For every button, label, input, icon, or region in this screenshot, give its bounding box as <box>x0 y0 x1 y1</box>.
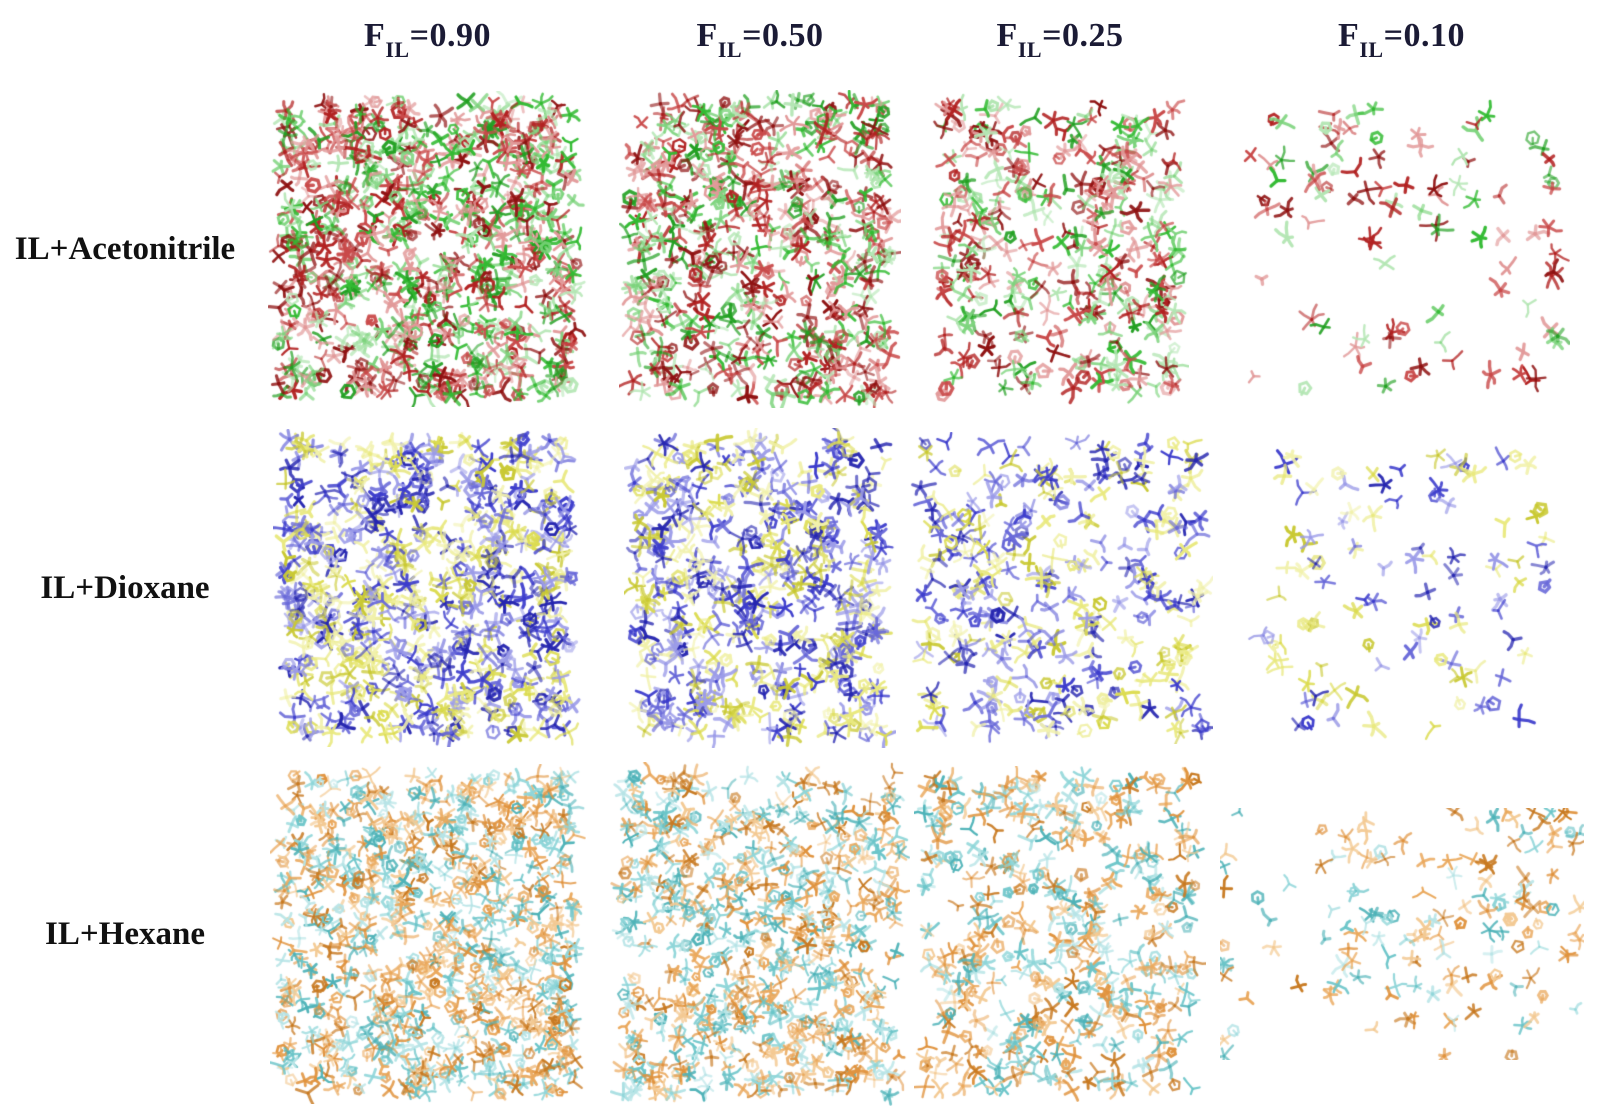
snapshot-il-dioxane-fil-050 <box>624 428 896 748</box>
snapshot-il-hexane-fil-010 <box>1219 808 1584 1060</box>
panel-cell <box>250 91 605 407</box>
panel-cell <box>1205 808 1598 1060</box>
panel-cell <box>907 432 1213 744</box>
panel-cell <box>915 93 1205 405</box>
snapshot-il-acetonitrile-fil-025 <box>931 93 1189 405</box>
column-header-fil-050: FIL=0.50 <box>605 16 915 63</box>
column-header-fil-090: FIL=0.90 <box>250 16 605 63</box>
panel-cell <box>605 90 915 408</box>
panel-cell <box>914 766 1206 1102</box>
fil-symbol: F <box>996 16 1018 54</box>
panel-cell <box>1205 96 1598 402</box>
snapshot-il-hexane-fil-050 <box>610 762 910 1106</box>
fil-symbol: F <box>1338 16 1360 54</box>
fil-subscript: IL <box>1359 37 1384 63</box>
fil-value: =0.10 <box>1383 16 1465 54</box>
snapshot-il-dioxane-fil-025 <box>907 432 1213 744</box>
panel-cell <box>1205 435 1598 741</box>
fil-subscript: IL <box>1017 37 1043 63</box>
row-label-il-hexane: IL+Hexane <box>45 915 205 952</box>
fil-symbol: F <box>696 16 718 54</box>
fil-value: =0.25 <box>1042 16 1124 54</box>
panel-cell <box>250 764 605 1104</box>
snapshot-il-acetonitrile-fil-050 <box>619 90 901 408</box>
snapshot-il-acetonitrile-fil-090 <box>267 91 588 407</box>
row-label-il-acetonitrile: IL+Acetonitrile <box>14 230 236 267</box>
column-header-fil-010: FIL=0.10 <box>1205 16 1598 63</box>
fil-value: =0.50 <box>742 16 824 54</box>
column-header-fil-025: FIL=0.25 <box>915 16 1205 63</box>
fil-value: =0.90 <box>409 16 491 54</box>
snapshot-il-dioxane-fil-090 <box>272 429 583 747</box>
fil-symbol: F <box>364 16 386 54</box>
fil-subscript: IL <box>717 37 743 63</box>
panel-cell <box>250 429 605 747</box>
row-label-il-dioxane: IL+Dioxane <box>40 569 210 606</box>
panel-cell <box>605 762 915 1106</box>
row-il-dioxane: IL+Dioxane <box>0 422 1598 754</box>
snapshot-il-acetonitrile-fil-010 <box>1233 96 1570 402</box>
snapshot-il-dioxane-fil-010 <box>1245 435 1558 741</box>
fil-subscript: IL <box>385 37 410 63</box>
snapshot-il-hexane-fil-090 <box>269 764 586 1104</box>
row-il-hexane: IL+Hexane <box>0 754 1598 1114</box>
snapshot-il-hexane-fil-025 <box>914 766 1206 1102</box>
row-il-acetonitrile: IL+Acetonitrile <box>0 76 1598 422</box>
panel-cell <box>605 428 915 748</box>
column-header-row: FIL=0.90 FIL=0.50 FIL=0.25 FIL=0.10 <box>0 0 1598 76</box>
